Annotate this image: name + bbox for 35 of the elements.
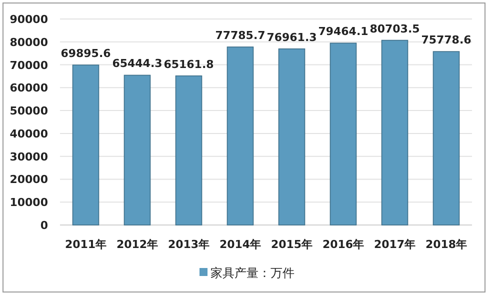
bar: [226, 46, 254, 226]
bar: [381, 40, 408, 226]
y-tick-label: 70000: [10, 58, 48, 72]
bar: [432, 51, 460, 226]
legend-label: 家具产量：万件: [210, 266, 294, 280]
data-label: 80703.5: [370, 22, 420, 36]
data-label: 69895.6: [60, 47, 112, 60]
y-tick-label: 40000: [10, 127, 48, 140]
data-label: 65161.8: [164, 58, 214, 71]
y-tick-label: 20000: [10, 173, 48, 186]
data-label: 76961.3: [266, 30, 317, 44]
x-tick-label: 2018年: [425, 238, 468, 251]
x-tick-label: 2014年: [219, 238, 262, 251]
bar: [175, 75, 202, 226]
x-tick-label: 2015年: [270, 238, 313, 251]
bar: [330, 42, 357, 226]
x-tick-label: 2017年: [374, 238, 416, 251]
y-tick-label: 60000: [10, 82, 48, 95]
y-tick-label: 10000: [10, 196, 48, 210]
bar: [278, 48, 306, 226]
y-tick-label: 90000: [10, 13, 48, 26]
data-label: 77785.7: [215, 28, 266, 42]
y-tick-label: 30000: [10, 150, 48, 164]
x-tick-label: 2013年: [168, 238, 210, 251]
y-tick-label: 80000: [10, 36, 48, 49]
bar: [72, 64, 100, 226]
y-tick-label: 0: [40, 219, 48, 232]
bar: [124, 74, 151, 226]
y-tick-label: 50000: [10, 104, 48, 118]
data-label: 65444.3: [112, 57, 162, 70]
data-label: 79464.1: [318, 25, 368, 38]
x-tick-label: 2016年: [322, 238, 364, 251]
data-label: 75778.6: [421, 34, 472, 47]
x-tick-label: 2011年: [64, 238, 107, 251]
x-tick-label: 2012年: [116, 238, 158, 251]
